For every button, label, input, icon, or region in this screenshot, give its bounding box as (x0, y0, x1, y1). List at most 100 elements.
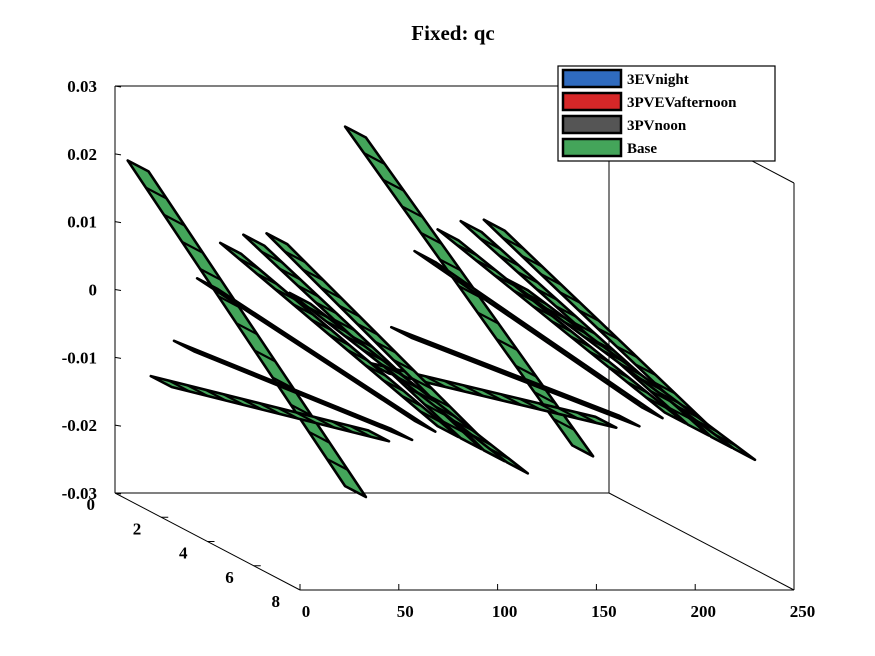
ribbon-segment (452, 419, 474, 432)
ribbon-segment (519, 397, 542, 411)
ribbon-segment (284, 250, 306, 264)
ribbon-segment (565, 354, 588, 368)
ribbon-segment (163, 213, 186, 227)
ribbon-segment (214, 289, 237, 303)
legend-label-3evnight: 3EVnight (627, 72, 689, 88)
ribbon-segment (442, 420, 464, 434)
ribbon-segment (607, 365, 630, 379)
ribbon-segment (596, 327, 619, 341)
ribbon-segment (504, 370, 527, 384)
ribbon-segment (382, 178, 405, 192)
ribbon-segment (544, 306, 567, 320)
ribbon-segment (557, 406, 579, 420)
ribbon-segment (307, 306, 330, 319)
ribbon-segment (282, 383, 304, 397)
ribbon-segment (540, 272, 562, 286)
ribbon-segment (310, 318, 333, 332)
legend-swatch-3pvnoon (561, 114, 623, 135)
ribbon-segment (578, 309, 600, 323)
ribbon-segment (305, 348, 328, 362)
ribbon-segment (424, 375, 447, 389)
ribbon-segment (300, 391, 323, 405)
ribbon-segment (145, 186, 168, 200)
ribbon-segment (245, 369, 268, 383)
ribbon-segment (420, 231, 443, 245)
ribbon-segment (485, 362, 508, 376)
box-edge (608, 492, 795, 591)
ribbon-segment (356, 322, 379, 336)
ribbon-segment (333, 318, 356, 332)
ribbon-segment (552, 417, 575, 431)
ribbon-segment (575, 411, 598, 425)
x-tick-label: 250 (790, 602, 816, 621)
ribbon-segment (458, 285, 481, 298)
ribbon-segment (538, 402, 560, 416)
x-tick-label: 100 (492, 602, 518, 621)
x-tick-label: 0 (302, 602, 311, 621)
ribbon-segment (546, 341, 569, 355)
ribbon-segment (315, 301, 338, 315)
ribbon-segment (561, 392, 584, 406)
ribbon-segment (563, 320, 586, 334)
ribbon-segment (443, 379, 466, 393)
ribbon-segment (489, 302, 512, 316)
ribbon-segment (423, 403, 446, 417)
ribbon-segment (349, 424, 372, 438)
ribbon-segment (400, 394, 423, 408)
ribbon (413, 249, 664, 420)
ribbon-segment (186, 384, 209, 398)
ribbon-segment (569, 335, 592, 349)
ribbon-segment (240, 397, 263, 411)
ribbon-segment (657, 391, 680, 405)
ribbon-segment (209, 354, 232, 368)
ribbon-segment (260, 250, 283, 264)
ribbon-segment (428, 340, 451, 354)
ribbon (366, 361, 618, 430)
ribbon-segment (620, 363, 642, 376)
ribbon-segment (496, 338, 518, 352)
ribbon-segment (217, 295, 240, 309)
ribbon-segment (645, 396, 668, 410)
ribbon (389, 325, 641, 428)
x-tick-label: 200 (690, 602, 716, 621)
ribbon-segment (470, 433, 493, 447)
ribbon-segment (615, 345, 638, 359)
ribbon-segment (279, 267, 301, 281)
ribbon-segment (227, 361, 250, 375)
ribbon-segment (379, 362, 402, 376)
legend-swatch-base (561, 137, 623, 158)
ribbon-segment (336, 405, 359, 419)
z-tick (114, 221, 122, 224)
legend-label-base: Base (627, 141, 657, 157)
z-tick (114, 153, 122, 156)
ribbon-segment (364, 364, 387, 377)
ribbon-segment (409, 333, 432, 347)
ribbon (218, 241, 460, 439)
ribbon (149, 374, 391, 443)
ribbon-segment (392, 358, 415, 372)
z-tick-label: -0.02 (62, 416, 97, 435)
ribbon-segment (168, 379, 191, 393)
z-tick-label: 0.02 (67, 145, 97, 164)
ribbon-segment (331, 420, 354, 434)
ribbon-segment (320, 286, 343, 300)
ribbon-segment (290, 403, 313, 417)
ribbon-segment (313, 415, 336, 429)
ribbon (126, 159, 368, 499)
ribbon-segment (550, 319, 573, 333)
y-tick-label: 0 (87, 495, 96, 514)
z-tick-label: -0.01 (62, 348, 97, 367)
ribbon-segment (634, 363, 657, 377)
z-tick-label: 0 (89, 281, 98, 300)
z-tick (114, 356, 122, 359)
ribbon-segment (277, 406, 299, 420)
ribbon-segment (626, 381, 649, 394)
ribbon-segment (517, 271, 539, 284)
y-tick-label: 2 (133, 519, 142, 538)
ribbon-segment (508, 315, 531, 329)
ribbon (172, 339, 414, 442)
ribbon-segment (287, 336, 309, 350)
ribbon-segment (395, 407, 418, 421)
x-tick-label: 50 (397, 602, 414, 621)
